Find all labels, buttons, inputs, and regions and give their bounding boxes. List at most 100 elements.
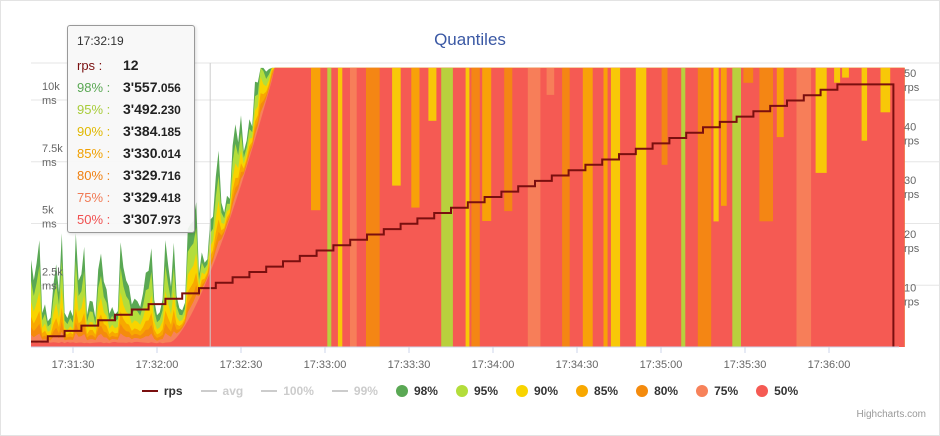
stripe [527,67,541,348]
tooltip-label: 95% : [77,101,111,117]
legend-label: 95% [473,384,498,398]
legend-item-85pct[interactable]: 85% [576,384,618,398]
x-tick-label: 17:33:30 [388,359,431,371]
stripe [743,67,754,83]
x-tick-label: 17:33:00 [304,359,347,371]
legend-item-99pct[interactable]: 99% [331,384,378,398]
legend-symbol [395,385,408,397]
y-right-tick-label: 20 [904,229,916,241]
y-right-tick-label: 10 [904,282,916,294]
legend-item-100pct[interactable]: 100% [261,384,314,398]
x-tick-label: 17:35:00 [640,359,683,371]
y-left-tick-label: 7.5k [42,143,63,155]
stripe [482,67,492,222]
tooltip-value: 3'307.973 [123,211,181,227]
stripe [546,67,555,95]
legend-item-rps[interactable]: rps [141,384,183,398]
stripe [392,67,401,186]
legend-symbol [200,390,217,392]
y-right-tick-unit: rps [904,82,920,94]
legend-item-95pct[interactable]: 95% [455,384,498,398]
legend-symbol [141,390,158,392]
tooltip-value: 3'557.056 [123,79,181,95]
stripe [796,67,812,348]
x-tick-label: 17:36:00 [808,359,851,371]
stripe [603,67,608,348]
y-left-tick-unit: ms [42,157,57,169]
x-tick-label: 17:34:30 [556,359,599,371]
stripe [504,67,513,212]
legend-label: avg [222,384,244,398]
legend-label: 98% [413,384,438,398]
tooltip-row: 98% : 3'557.056 [77,76,194,98]
tooltip-value: 3'329.716 [123,167,181,183]
tooltip-label: rps : [77,57,103,73]
legend-symbol [636,385,649,397]
legend-symbol [516,385,528,397]
tooltip-time: 17:32:19 [77,34,124,48]
credits-link[interactable]: Highcharts.com [856,409,926,420]
tooltip-label: 98% : [77,79,111,95]
stripe [471,67,480,348]
y-left-tick-label: 2.5k [42,266,63,278]
stripe [311,67,321,211]
stripe [880,67,891,113]
stripe [842,67,849,78]
stripe [337,67,343,348]
chart-legend: rps avg 100% 99% 98% 95% 90% 85% 80% 75% 50% [0,384,940,398]
stripe [681,67,686,348]
tooltip-value: 3'384.185 [123,123,181,139]
stripe [697,67,712,348]
legend-symbol [696,385,709,397]
legend-symbol [261,390,278,392]
chart-title: Quantiles [434,30,506,49]
tooltip-label: 80% : [77,167,111,183]
stripe [661,67,668,165]
tooltip-value: 3'329.418 [123,189,181,205]
stripe [366,67,380,348]
legend-item-avg[interactable]: avg [200,384,244,398]
stripe [861,67,868,141]
tooltip-row: 85% : 3'330.014 [77,142,194,164]
stripe [635,67,647,348]
y-left-tick-label: 5k [42,205,54,217]
legend-label: 99% [353,384,378,398]
stripe [428,67,437,121]
stripe [610,67,621,348]
tooltip-value: 3'492.230 [123,101,181,117]
legend-item-90pct[interactable]: 90% [516,384,558,398]
stripe [759,67,773,222]
legend-item-80pct[interactable]: 80% [636,384,678,398]
x-tick-label: 17:32:00 [136,359,179,371]
y-right-tick-unit: rps [904,243,920,255]
y-right-tick-unit: rps [904,189,920,201]
tooltip-label: 85% : [77,145,111,161]
legend-label: 100% [283,384,314,398]
stripe [562,67,570,348]
legend-symbol [576,385,589,397]
tooltip-label: 50% : [77,211,111,227]
tooltip-value: 12 [123,57,139,73]
legend-item-50pct[interactable]: 50% [756,384,798,398]
tooltip-row: rps : 12 [77,54,194,76]
y-right-tick-unit: rps [904,296,920,308]
legend-label: 85% [594,384,619,398]
legend-label: rps [163,384,183,398]
legend-label: 90% [534,384,559,398]
tooltip-row: 50% : 3'307.973 [77,208,194,230]
legend-item-75pct[interactable]: 75% [696,384,738,398]
stripe [411,67,420,208]
stripe [732,67,741,348]
x-tick-label: 17:31:30 [52,359,95,371]
tooltip-row: 90% : 3'384.185 [77,120,194,142]
legend-symbol [756,385,769,397]
stripe [834,67,841,83]
x-tick-label: 17:32:30 [220,359,263,371]
tooltip-row: 75% : 3'329.418 [77,186,194,208]
rps-line [30,83,895,347]
tooltip-value: 3'330.014 [123,145,181,161]
tooltip-label: 75% : [77,189,111,205]
legend-label: 50% [774,384,799,398]
legend-item-98pct[interactable]: 98% [395,384,438,398]
